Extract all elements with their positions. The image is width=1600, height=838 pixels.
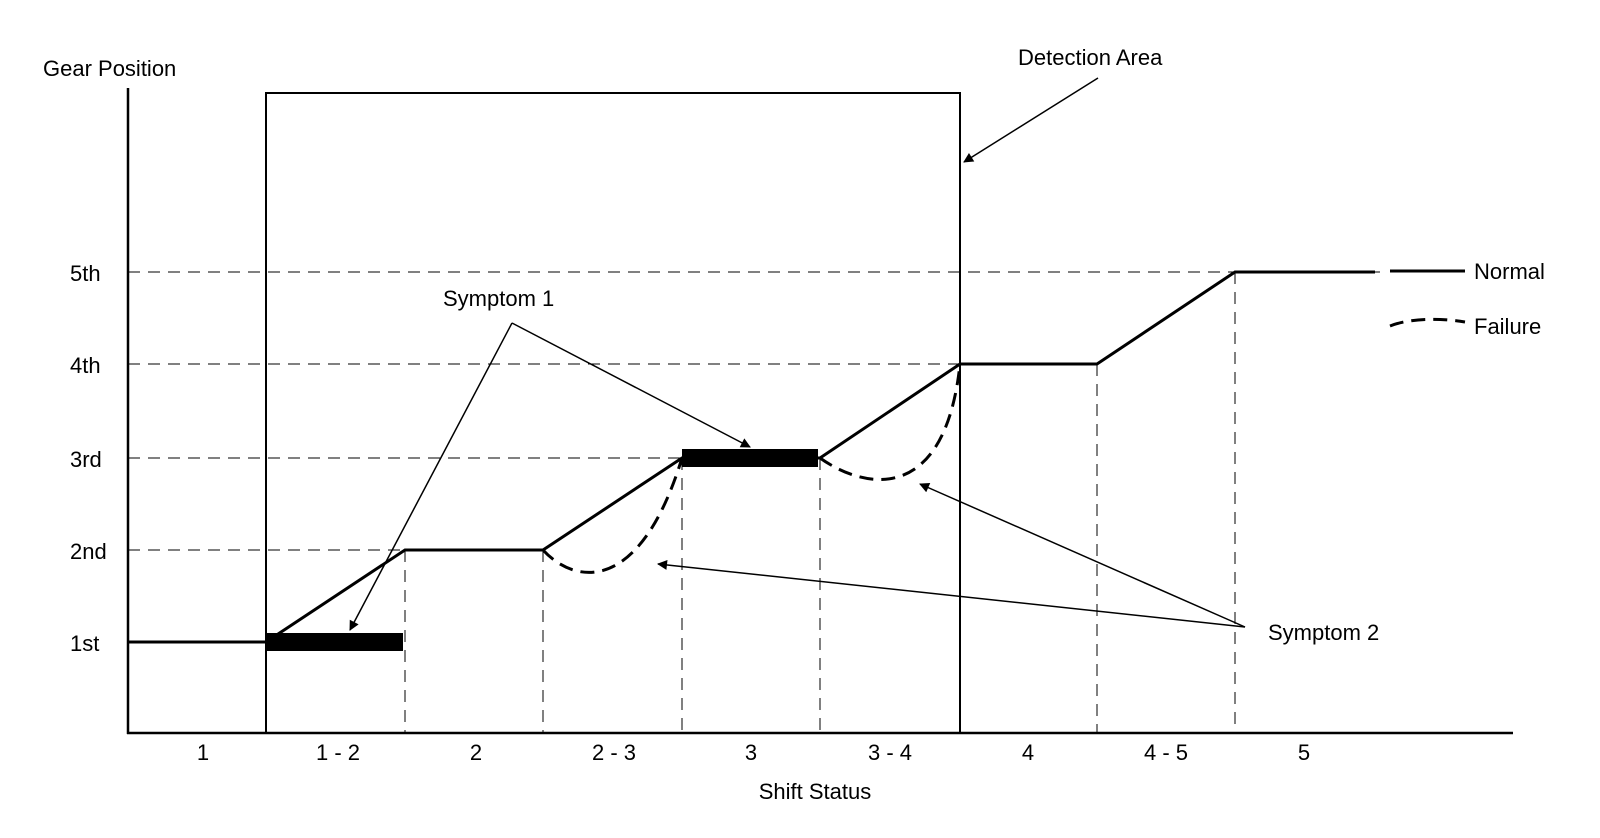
gear-label-5th: 5th [70,261,101,286]
annotation-arrows [349,77,1246,631]
shift-status-labels: 1 1 - 2 2 2 - 3 3 3 - 4 4 4 - 5 5 [197,740,1310,765]
gear-labels: 1st 2nd 3rd 4th 5th [70,261,107,656]
legend-failure-swatch [1389,317,1466,328]
symptom-2-label: Symptom 2 [1268,620,1379,645]
x-axis-title: Shift Status [759,779,872,804]
symptom-2-arrow-to-3-4 [919,483,1246,628]
status-label-4: 4 [1022,740,1034,765]
legend-normal-label: Normal [1474,259,1545,284]
status-label-5: 5 [1298,740,1310,765]
status-label-1: 1 [197,740,209,765]
gear-label-2nd: 2nd [70,539,107,564]
legend-failure-label: Failure [1474,314,1541,339]
symptom-2-arrow-to-2-3 [657,559,1246,628]
detection-area-arrow [963,77,1099,163]
y-axis-title: Gear Position [43,56,176,81]
failure-curve-3-4 [819,363,962,481]
status-label-4-5: 4 - 5 [1144,740,1188,765]
symptom-1-arrow-to-1-2 [349,322,513,631]
gear-label-1st: 1st [70,631,99,656]
detection-area-label: Detection Area [1018,45,1163,70]
status-label-2: 2 [470,740,482,765]
status-label-2-3: 2 - 3 [592,740,636,765]
gear-label-4th: 4th [70,353,101,378]
legend: Normal Failure [1389,259,1545,339]
symptom-1-arrow-to-3 [511,322,751,448]
symptom-1-bar-1-2 [266,633,403,651]
status-dividers [404,272,1236,733]
failure-curves [541,363,962,574]
symptom-1-bar-3 [682,449,818,467]
gear-gridlines [128,271,1380,551]
symptom-1-label: Symptom 1 [443,286,554,311]
failure-curve-2-3 [541,457,684,574]
status-label-3-4: 3 - 4 [868,740,912,765]
gear-label-3rd: 3rd [70,447,102,472]
status-label-3: 3 [745,740,757,765]
status-label-1-2: 1 - 2 [316,740,360,765]
